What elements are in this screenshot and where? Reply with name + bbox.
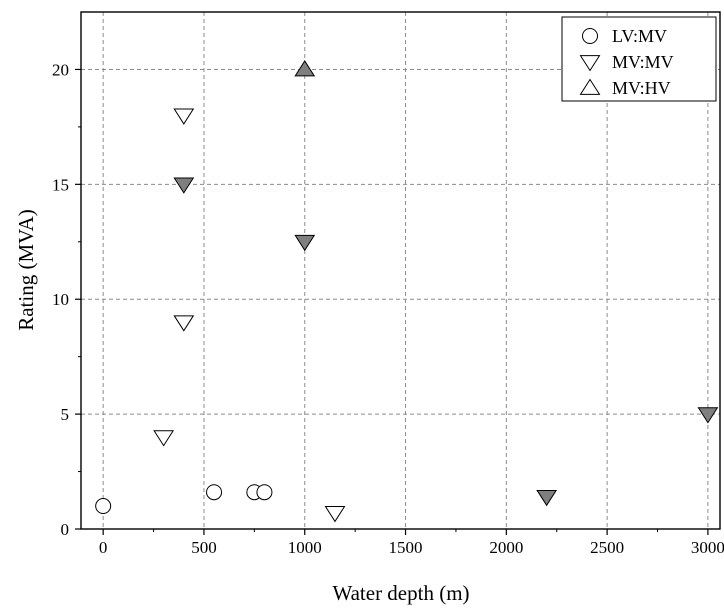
y-tick-label: 15 [52,175,69,194]
legend-marker-triangle-down [579,55,601,72]
data-point-triangle-down [173,108,195,125]
x-axis-title: Water depth (m) [332,581,469,605]
legend: LV:MV MV:MV MV:HV [561,16,717,102]
x-tick-label: 500 [191,538,217,557]
y-tick-label: 5 [61,405,70,424]
x-tick-label: 1000 [288,538,322,557]
x-tick-label: 3000 [691,538,724,557]
plot-area-frame [80,11,721,530]
data-point-circle [206,484,223,501]
y-tick-label: 0 [61,520,70,539]
data-point-triangle-down [294,234,316,252]
data-points [95,60,719,523]
data-point-triangle-down [324,506,346,523]
axis-ticks: 0 500 1000 1500 2000 2500 3000 0 5 10 15 20 [52,60,724,557]
legend-label: MV:MV [612,52,674,72]
data-point-triangle-down [173,315,195,332]
data-point-triangle-up [294,60,316,77]
y-tick-label: 20 [52,60,69,79]
y-axis-title: Rating (MVA) [14,209,38,331]
legend-label: MV:HV [612,78,671,98]
legend-marker-circle [582,28,598,44]
data-point-triangle-down [173,177,195,194]
data-point-triangle-down [697,407,719,424]
y-tick-label: 10 [52,290,69,309]
legend-label: LV:MV [612,26,667,46]
data-point-circle [95,498,112,515]
x-tick-label: 2000 [489,538,523,557]
data-point-triangle-down [153,430,175,447]
legend-marker-triangle-up [579,78,601,95]
x-tick-label: 0 [99,538,108,557]
x-tick-label: 2500 [590,538,624,557]
x-tick-label: 1500 [389,538,423,557]
data-point-circle [256,484,273,501]
data-point-triangle-down [536,489,558,507]
